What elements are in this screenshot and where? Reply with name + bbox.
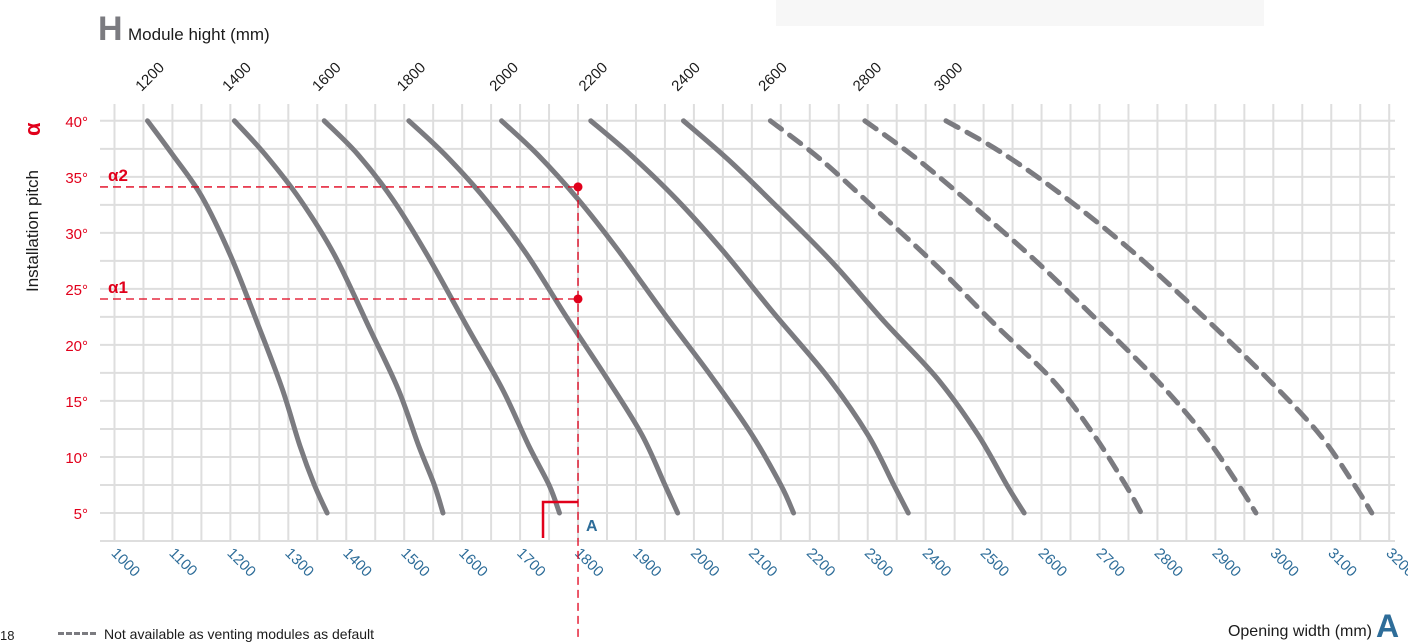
- x-axis-symbol: A: [1376, 608, 1399, 640]
- x-tick-label: 1800: [571, 545, 607, 581]
- curve-h2000: [499, 118, 797, 516]
- module-height-label: 1800: [394, 59, 430, 95]
- y-tick-label: 5°: [74, 506, 88, 523]
- x-tick-label: 3100: [1324, 545, 1360, 581]
- y-tick-label: 20°: [65, 338, 88, 355]
- curve-h1400: [231, 118, 446, 516]
- right-angle-marker: [541, 500, 579, 538]
- module-height-label: 2000: [486, 59, 522, 95]
- marker-a-label: A: [586, 518, 598, 535]
- x-tick-label: 1000: [108, 545, 144, 581]
- module-height-label: 1200: [132, 59, 168, 95]
- page-number: 18: [0, 628, 15, 643]
- x-tick-label: 2200: [803, 545, 839, 581]
- y-tick-label: 40°: [65, 114, 88, 131]
- x-tick-label: 2400: [919, 545, 955, 581]
- curve-h3000: [943, 118, 1375, 516]
- y-tick-label: 25°: [65, 282, 88, 299]
- curve-h2800: [862, 118, 1259, 516]
- module-height-label: 3000: [931, 59, 967, 95]
- x-tick-label: 1100: [166, 545, 201, 580]
- x-tick-label: 1600: [455, 545, 491, 581]
- x-tick-label: 2000: [687, 545, 723, 581]
- alpha-label: α1: [108, 278, 128, 297]
- module-height-label: 2600: [755, 59, 791, 95]
- y-axis-title: Installation pitch: [23, 170, 42, 292]
- x-tick-label: 3000: [1266, 545, 1302, 581]
- y-tick-label: 30°: [65, 226, 88, 243]
- x-tick-label: 2900: [1209, 545, 1245, 581]
- module-height-label: 2800: [850, 59, 886, 95]
- alpha-point: [573, 294, 583, 304]
- y-axis-symbol: α: [20, 122, 45, 136]
- curve-h2400: [680, 118, 1027, 516]
- module-height-label: 2200: [576, 59, 612, 95]
- legend-note: Not available as venting modules as defa…: [104, 626, 375, 642]
- alpha-label: α2: [108, 166, 128, 185]
- module-height-label: 2400: [668, 59, 704, 95]
- x-tick-label: 2700: [1093, 545, 1129, 581]
- curve-h1800: [406, 118, 681, 516]
- top-shaded-box: [776, 0, 1264, 26]
- x-tick-label: 2600: [1035, 545, 1071, 581]
- x-tick-label: 2100: [745, 545, 781, 581]
- x-tick-label: 2300: [861, 545, 897, 581]
- curve-h2600: [767, 118, 1144, 516]
- x-axis-title: Opening width (mm): [1228, 623, 1372, 640]
- x-tick-label: 2500: [977, 545, 1013, 581]
- module-height-label: 1600: [309, 59, 345, 95]
- alpha-point: [573, 182, 583, 192]
- x-tick-label: 1900: [629, 545, 665, 581]
- x-tick-label: 1700: [513, 545, 549, 581]
- x-tick-label: 1500: [397, 545, 433, 581]
- y-tick-label: 10°: [65, 450, 88, 467]
- x-tick-label: 1300: [281, 545, 317, 581]
- y-tick-label: 35°: [65, 170, 88, 187]
- x-tick-label: 1200: [224, 545, 260, 581]
- x-tick-label: 3200: [1382, 545, 1408, 581]
- curve-h1200: [145, 118, 330, 516]
- module-height-title: Module hight (mm): [128, 25, 270, 44]
- curve-h1600: [321, 118, 562, 516]
- x-tick-label: 2800: [1151, 545, 1187, 581]
- y-tick-label: 15°: [65, 394, 88, 411]
- curve-h2200: [588, 118, 911, 516]
- module-height-symbol: H: [98, 10, 123, 48]
- x-tick-label: 1400: [339, 545, 375, 581]
- legend-dashed-swatch: [58, 631, 96, 637]
- module-height-label: 1400: [219, 59, 255, 95]
- legend: Not available as venting modules as defa…: [58, 626, 374, 642]
